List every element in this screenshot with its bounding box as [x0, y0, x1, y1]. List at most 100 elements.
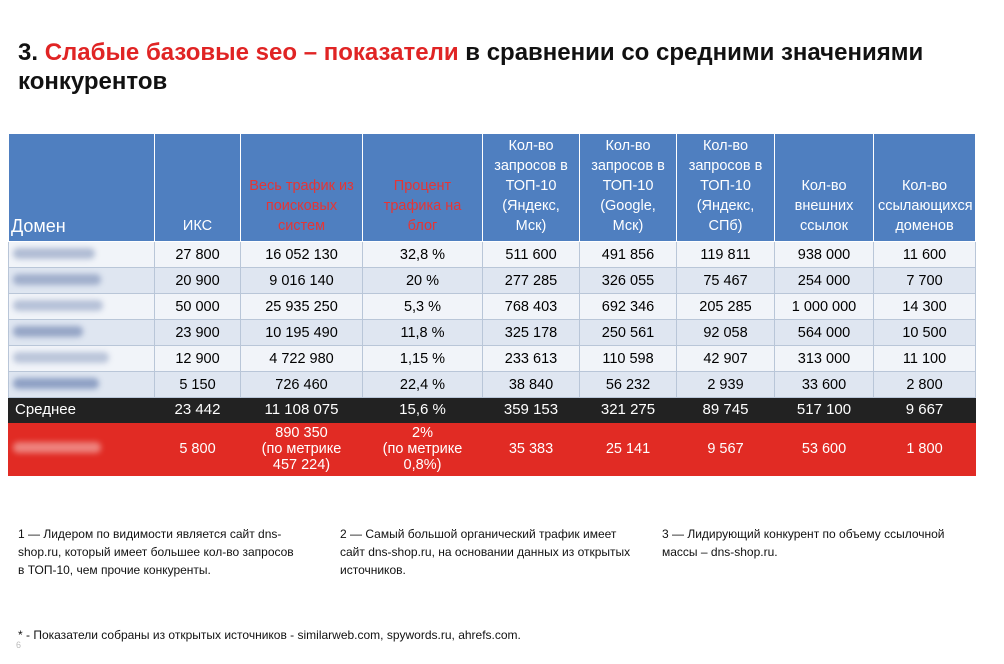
cell-top10-google-msk: 56 232 [579, 371, 677, 398]
average-row: Среднее 23 442 11 108 075 15,6 % 359 153… [8, 397, 976, 423]
avg-traffic: 11 108 075 [240, 397, 363, 423]
domain-cell [8, 319, 155, 346]
avg-blog-share: 15,6 % [362, 397, 483, 423]
own-blog-share-text: 2% (по метрике 0,8%) [382, 425, 463, 473]
cell-referring-domains: 11 100 [873, 345, 976, 372]
table-row: 23 900 10 195 490 11,8 % 325 178 250 561… [8, 319, 976, 346]
cell-blog-share: 20 % [362, 267, 483, 294]
cell-traffic: 726 460 [240, 371, 363, 398]
cell-traffic: 10 195 490 [240, 319, 363, 346]
cell-top10-yandex-spb: 92 058 [676, 319, 775, 346]
domain-cell [8, 241, 155, 268]
table-row: 50 000 25 935 250 5,3 % 768 403 692 346 … [8, 293, 976, 320]
blurred-domain [13, 442, 101, 453]
cell-top10-google-msk: 110 598 [579, 345, 677, 372]
cell-top10-yandex-spb: 42 907 [676, 345, 775, 372]
own-top10-yandex-msk: 35 383 [482, 422, 580, 476]
avg-iks: 23 442 [154, 397, 241, 423]
cell-top10-yandex-msk: 511 600 [482, 241, 580, 268]
cell-iks: 5 150 [154, 371, 241, 398]
avg-top10-yandex-spb: 89 745 [676, 397, 775, 423]
cell-traffic: 4 722 980 [240, 345, 363, 372]
header-top10-google-msk: Кол-во запросов в ТОП-10 (Google, Мск) [579, 133, 677, 242]
header-total-traffic: Весь трафик из поисковых систем [240, 133, 363, 242]
cell-top10-yandex-msk: 277 285 [482, 267, 580, 294]
own-external-links: 53 600 [774, 422, 874, 476]
cell-top10-yandex-spb: 75 467 [676, 267, 775, 294]
own-blog-share: 2% (по метрике 0,8%) [362, 422, 483, 476]
cell-blog-share: 5,3 % [362, 293, 483, 320]
own-traffic-text: 890 350 (по метрике 457 224) [261, 425, 342, 473]
cell-iks: 27 800 [154, 241, 241, 268]
own-top10-yandex-spb: 9 567 [676, 422, 775, 476]
header-top10-yandex-spb: Кол-во запросов в ТОП-10 (Яндекс, СПб) [676, 133, 775, 242]
avg-top10-google-msk: 321 275 [579, 397, 677, 423]
table-row: 27 800 16 052 130 32,8 % 511 600 491 856… [8, 241, 976, 268]
cell-blog-share: 11,8 % [362, 319, 483, 346]
domain-cell [8, 293, 155, 320]
note-1: 1 — Лидером по видимости является сайт d… [18, 527, 294, 577]
cell-top10-yandex-msk: 325 178 [482, 319, 580, 346]
cell-top10-google-msk: 692 346 [579, 293, 677, 320]
domain-cell [8, 345, 155, 372]
header-blog-share: Процент трафика на блог [362, 133, 483, 242]
title-rest: в сравнении со средними значениями конку… [18, 39, 924, 95]
header-top10-yandex-msk: Кол-во запросов в ТОП-10 (Яндекс, Мск) [482, 133, 580, 242]
blurred-domain [13, 325, 83, 337]
cell-iks: 50 000 [154, 293, 241, 320]
cell-referring-domains: 14 300 [873, 293, 976, 320]
cell-top10-google-msk: 326 055 [579, 267, 677, 294]
cell-blog-share: 1,15 % [362, 345, 483, 372]
avg-external-links: 517 100 [774, 397, 874, 423]
own-iks: 5 800 [154, 422, 241, 476]
cell-external-links: 938 000 [774, 241, 874, 268]
domain-cell [8, 267, 155, 294]
avg-referring-domains: 9 667 [873, 397, 976, 423]
own-traffic: 890 350 (по метрике 457 224) [240, 422, 363, 476]
header-iks: ИКС [154, 133, 241, 242]
cell-referring-domains: 11 600 [873, 241, 976, 268]
header-referring-domains: Кол-во ссылающихся доменов [873, 133, 976, 242]
table-row: 20 900 9 016 140 20 % 277 285 326 055 75… [8, 267, 976, 294]
cell-external-links: 313 000 [774, 345, 874, 372]
cell-traffic: 9 016 140 [240, 267, 363, 294]
cell-iks: 12 900 [154, 345, 241, 372]
footnote: * - Показатели собраны из открытых источ… [18, 628, 521, 642]
note-2: 2 — Самый большой органический трафик им… [340, 527, 631, 577]
cell-external-links: 33 600 [774, 371, 874, 398]
cell-external-links: 564 000 [774, 319, 874, 346]
cell-traffic: 16 052 130 [240, 241, 363, 268]
header-external-links: Кол-во внешних ссылок [774, 133, 874, 242]
cell-top10-google-msk: 491 856 [579, 241, 677, 268]
blurred-domain [13, 247, 95, 259]
own-top10-google-msk: 25 141 [579, 422, 677, 476]
domain-cell [8, 422, 155, 476]
cell-top10-yandex-spb: 205 285 [676, 293, 775, 320]
cell-blog-share: 22,4 % [362, 371, 483, 398]
average-label: Среднее [8, 397, 155, 423]
blurred-domain [13, 377, 99, 389]
cell-referring-domains: 2 800 [873, 371, 976, 398]
blurred-domain [13, 351, 109, 363]
cell-blog-share: 32,8 % [362, 241, 483, 268]
cell-top10-google-msk: 250 561 [579, 319, 677, 346]
cell-top10-yandex-msk: 233 613 [482, 345, 580, 372]
cell-referring-domains: 10 500 [873, 319, 976, 346]
title-number: 3. [18, 39, 39, 66]
page-number: 6 [16, 640, 22, 650]
blurred-domain [13, 299, 103, 311]
cell-top10-yandex-msk: 38 840 [482, 371, 580, 398]
cell-top10-yandex-msk: 768 403 [482, 293, 580, 320]
cell-referring-domains: 7 700 [873, 267, 976, 294]
cell-external-links: 254 000 [774, 267, 874, 294]
note-3: 3 — Лидирующий конкурент по объему ссыло… [662, 527, 945, 559]
cell-external-links: 1 000 000 [774, 293, 874, 320]
header-domain: Домен [8, 133, 155, 242]
title-highlight: Слабые базовые seo – показатели [44, 39, 459, 66]
cell-traffic: 25 935 250 [240, 293, 363, 320]
blurred-domain [13, 273, 101, 285]
own-site-row: 5 800 890 350 (по метрике 457 224) 2% (п… [8, 422, 976, 476]
page-title: 3. Слабые базовые seo – показатели в сра… [18, 38, 978, 96]
table-row: 12 900 4 722 980 1,15 % 233 613 110 598 … [8, 345, 976, 372]
cell-top10-yandex-spb: 2 939 [676, 371, 775, 398]
